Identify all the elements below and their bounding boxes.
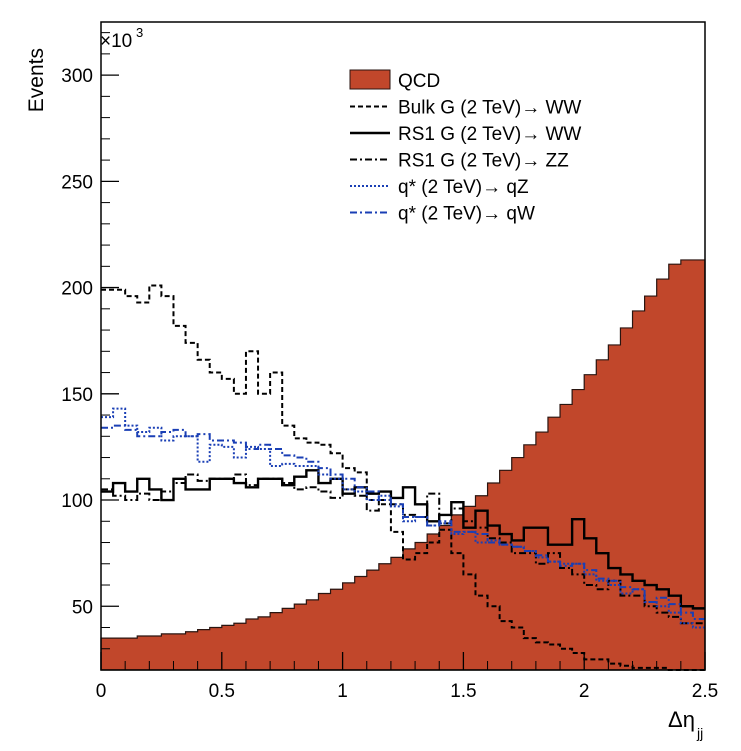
y-tick-label: 250	[61, 172, 93, 193]
legend-label: QCD	[398, 71, 440, 92]
y-multiplier: ×10 3	[100, 25, 143, 52]
x-tick-label: 2.5	[692, 681, 718, 702]
series-line-5	[101, 424, 705, 621]
y-tick-label: 100	[61, 491, 93, 512]
x-tick-label: 1	[337, 681, 348, 702]
y-tick-label: 300	[61, 66, 93, 87]
legend-label: q* (2 TeV)→ qZ	[398, 177, 529, 198]
x-axis-label: Δη	[668, 707, 695, 732]
series-qcd-area	[100, 259, 706, 671]
x-tick-label: 2	[579, 681, 590, 702]
x-tick-label: 0	[96, 681, 107, 702]
legend-swatch	[349, 69, 391, 90]
legend-label: Bulk G (2 TeV)→ WW	[398, 98, 581, 119]
legend-label: RS1 G (2 TeV)→ WW	[398, 124, 581, 145]
y-axis: 50 100 150 200 250 300	[61, 32, 119, 650]
x-axis-label-subscript: jj	[696, 725, 703, 741]
legend-label: RS1 G (2 TeV)→ ZZ	[398, 151, 569, 172]
x-tick-label: 0.5	[209, 681, 235, 702]
y-tick-label: 50	[72, 597, 93, 618]
legend-label: q* (2 TeV)→ qW	[398, 204, 535, 225]
x-axis: 0 0.5 1 1.5 2 2.5	[96, 652, 718, 702]
y-axis-label: Events	[25, 48, 48, 112]
y-multiplier-base: ×10	[100, 31, 132, 52]
series-line-4	[101, 407, 705, 629]
y-tick-label: 150	[61, 385, 93, 406]
legend: QCD Bulk G (2 TeV)→ WW RS1 G (2 TeV)→ WW RS…	[349, 69, 581, 225]
series-line-2	[101, 469, 705, 610]
x-axis-title: Δη jj	[668, 707, 703, 741]
x-tick-label: 1.5	[450, 681, 476, 702]
plot-frame	[100, 21, 706, 671]
series-layer	[100, 259, 706, 671]
series-line-3	[101, 473, 705, 625]
y-multiplier-exponent: 3	[136, 25, 143, 40]
y-tick-label: 200	[61, 279, 93, 300]
